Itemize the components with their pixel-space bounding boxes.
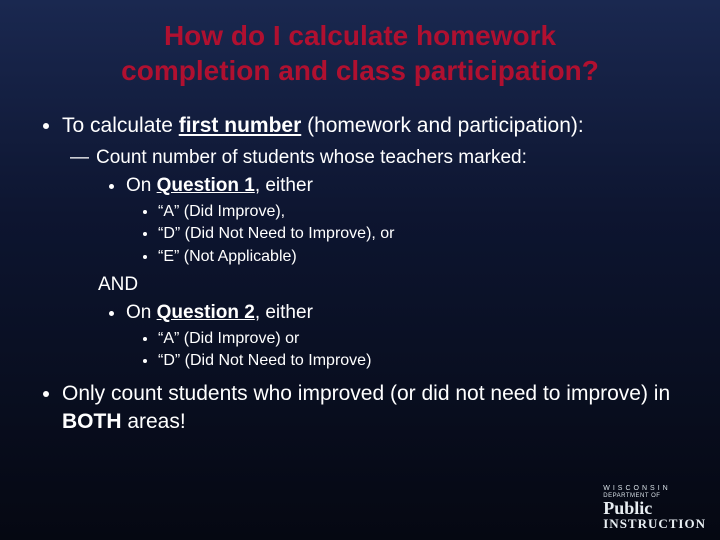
title-line-2: completion and class participation? [121, 55, 599, 86]
text: To calculate [62, 114, 179, 137]
bullet-list-level3a: On Question 1, either [100, 173, 684, 199]
logo-instruction: INSTRUCTION [603, 517, 706, 530]
text: AND [98, 274, 138, 295]
and-label: AND [98, 273, 684, 298]
text: Count number of students whose teachers … [96, 147, 527, 168]
text: Only count students who improved (or did… [62, 382, 670, 405]
slide-title: How do I calculate homework completion a… [0, 0, 720, 94]
bullet-list-q2-options: “A” (Did Improve) or “D” (Did Not Need t… [132, 328, 684, 372]
bullet-list-level3b: On Question 2, either [100, 300, 684, 326]
option-d-no-need-2: “D” (Did Not Need to Improve) [158, 350, 684, 372]
text-bold: Question 2 [157, 302, 255, 323]
bullet-calculate-first-number: To calculate first number (homework and … [62, 112, 684, 140]
text: (homework and participation): [301, 114, 583, 137]
slide: How do I calculate homework completion a… [0, 0, 720, 540]
text: On [126, 302, 157, 323]
bullet-only-count-both: Only count students who improved (or did… [62, 380, 684, 437]
logo-wisconsin: WISCONSIN [603, 485, 706, 492]
bullet-list-level1: To calculate first number (homework and … [36, 112, 684, 140]
option-a-improve-2: “A” (Did Improve) or [158, 328, 684, 350]
bullet-question-1: On Question 1, either [126, 173, 684, 199]
option-d-no-need: “D” (Did Not Need to Improve), or [158, 223, 684, 245]
text: areas! [122, 410, 186, 433]
bullet-list-level1b: Only count students who improved (or did… [36, 380, 684, 437]
text-bold: Question 1 [157, 175, 255, 196]
title-line-1: How do I calculate homework [164, 20, 556, 51]
text-bold: BOTH [62, 410, 122, 433]
bullet-question-2: On Question 2, either [126, 300, 684, 326]
dash-count-students: Count number of students whose teachers … [70, 146, 684, 171]
wisconsin-dpi-logo: WISCONSIN DEPARTMENT OF Public INSTRUCTI… [603, 485, 706, 530]
bullet-list-q1-options: “A” (Did Improve), “D” (Did Not Need to … [132, 201, 684, 268]
text: On [126, 175, 157, 196]
option-e-na: “E” (Not Applicable) [158, 246, 684, 268]
text: , either [255, 302, 313, 323]
text-bold: first number [179, 114, 302, 137]
option-a-improve: “A” (Did Improve), [158, 201, 684, 223]
logo-public: Public [603, 500, 706, 517]
slide-content: To calculate first number (homework and … [0, 94, 720, 437]
text: , either [255, 175, 313, 196]
